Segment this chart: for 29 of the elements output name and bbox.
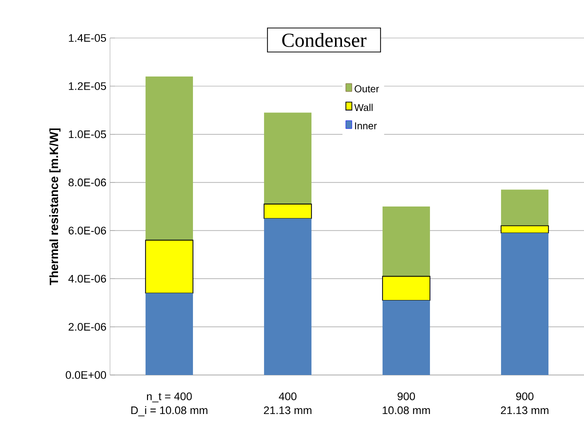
x-tick-label: 400 21.13 mm	[264, 392, 312, 414]
bar	[146, 293, 193, 375]
bar	[382, 206, 430, 276]
x-tick-label: 900 21.13 mm	[500, 392, 548, 414]
legend-label: Wall	[354, 104, 373, 112]
legend-label: Outer	[354, 85, 379, 92]
bar	[264, 218, 312, 375]
bar	[264, 204, 312, 219]
bar	[382, 276, 430, 301]
y-tick-label: 8.0E-06	[68, 178, 106, 186]
y-tick-label: 1.2E-05	[68, 82, 106, 90]
y-tick-label: 1.4E-05	[68, 34, 106, 42]
bar	[264, 112, 312, 204]
x-tick-label: n_t = 400 D_i = 10.08 mm	[131, 392, 208, 416]
bar	[501, 232, 548, 375]
legend-label: Inner	[355, 122, 377, 130]
y-axis-title: Thermal resistance [m.K/W]	[49, 128, 61, 286]
y-tick-label: 0.0E+00	[66, 371, 106, 379]
bar	[500, 225, 549, 234]
bar	[382, 300, 430, 375]
chart-title: Condenser	[282, 32, 366, 47]
bar	[145, 240, 194, 294]
y-tick-label: 4.0E-06	[68, 274, 106, 283]
x-tick-label: 900 10.08 mm	[382, 392, 430, 414]
y-tick-label: 1.0E-05	[68, 130, 106, 138]
y-tick-label: 6.0E-06	[68, 226, 106, 234]
bar	[501, 190, 548, 226]
y-tick-label: 2.0E-06	[68, 322, 106, 331]
bar	[146, 76, 193, 240]
